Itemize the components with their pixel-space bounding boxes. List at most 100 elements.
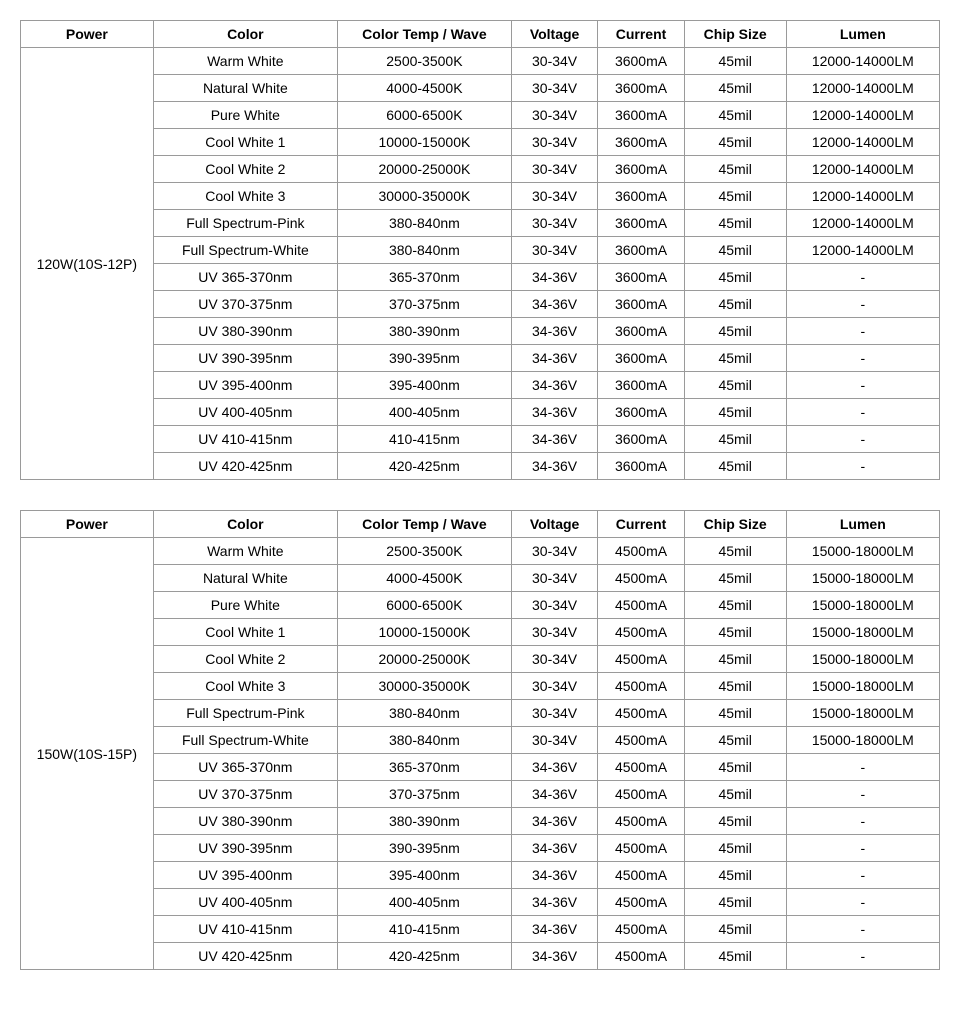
cell-color: Cool White 3	[153, 183, 337, 210]
cell-voltage: 34-36V	[511, 754, 597, 781]
cell-chip: 45mil	[684, 673, 786, 700]
table-row: UV 365-370nm365-370nm34-36V3600mA45mil-	[21, 264, 940, 291]
cell-color: UV 410-415nm	[153, 426, 337, 453]
cell-temp: 370-375nm	[337, 781, 511, 808]
cell-color: UV 390-395nm	[153, 345, 337, 372]
cell-voltage: 30-34V	[511, 75, 597, 102]
cell-current: 3600mA	[598, 183, 684, 210]
cell-color: Full Spectrum-Pink	[153, 700, 337, 727]
cell-color: Natural White	[153, 75, 337, 102]
table-row: UV 365-370nm365-370nm34-36V4500mA45mil-	[21, 754, 940, 781]
cell-voltage: 34-36V	[511, 291, 597, 318]
cell-temp: 410-415nm	[337, 426, 511, 453]
cell-current: 4500mA	[598, 808, 684, 835]
cell-temp: 4000-4500K	[337, 75, 511, 102]
cell-temp: 400-405nm	[337, 889, 511, 916]
cell-voltage: 30-34V	[511, 727, 597, 754]
cell-chip: 45mil	[684, 237, 786, 264]
cell-color: Natural White	[153, 565, 337, 592]
cell-chip: 45mil	[684, 426, 786, 453]
cell-color: UV 365-370nm	[153, 754, 337, 781]
cell-current: 4500mA	[598, 754, 684, 781]
header-color: Color	[153, 21, 337, 48]
cell-voltage: 34-36V	[511, 781, 597, 808]
spec-table-0: PowerColorColor Temp / WaveVoltageCurren…	[20, 20, 940, 480]
cell-current: 3600mA	[598, 372, 684, 399]
cell-temp: 395-400nm	[337, 372, 511, 399]
cell-temp: 380-840nm	[337, 210, 511, 237]
cell-voltage: 34-36V	[511, 399, 597, 426]
cell-temp: 6000-6500K	[337, 102, 511, 129]
cell-chip: 45mil	[684, 156, 786, 183]
cell-color: Warm White	[153, 48, 337, 75]
cell-lumen: 12000-14000LM	[786, 237, 939, 264]
cell-current: 3600mA	[598, 291, 684, 318]
cell-color: UV 395-400nm	[153, 372, 337, 399]
cell-chip: 45mil	[684, 781, 786, 808]
cell-color: UV 370-375nm	[153, 291, 337, 318]
cell-current: 3600mA	[598, 264, 684, 291]
cell-lumen: -	[786, 862, 939, 889]
cell-color: UV 370-375nm	[153, 781, 337, 808]
header-chip: Chip Size	[684, 511, 786, 538]
header-temp: Color Temp / Wave	[337, 511, 511, 538]
cell-current: 4500mA	[598, 727, 684, 754]
cell-temp: 380-840nm	[337, 700, 511, 727]
cell-temp: 390-395nm	[337, 345, 511, 372]
cell-chip: 45mil	[684, 889, 786, 916]
header-chip: Chip Size	[684, 21, 786, 48]
header-color: Color	[153, 511, 337, 538]
cell-lumen: 12000-14000LM	[786, 156, 939, 183]
cell-current: 3600mA	[598, 156, 684, 183]
cell-temp: 6000-6500K	[337, 592, 511, 619]
cell-chip: 45mil	[684, 102, 786, 129]
cell-temp: 30000-35000K	[337, 673, 511, 700]
cell-color: Cool White 2	[153, 156, 337, 183]
cell-chip: 45mil	[684, 754, 786, 781]
table-row: Cool White 220000-25000K30-34V4500mA45mi…	[21, 646, 940, 673]
cell-chip: 45mil	[684, 183, 786, 210]
cell-lumen: 12000-14000LM	[786, 210, 939, 237]
cell-lumen: 15000-18000LM	[786, 727, 939, 754]
cell-chip: 45mil	[684, 565, 786, 592]
cell-color: Cool White 2	[153, 646, 337, 673]
table-row: UV 390-395nm390-395nm34-36V3600mA45mil-	[21, 345, 940, 372]
cell-color: Full Spectrum-Pink	[153, 210, 337, 237]
cell-chip: 45mil	[684, 318, 786, 345]
cell-voltage: 30-34V	[511, 102, 597, 129]
cell-current: 4500mA	[598, 646, 684, 673]
table-header-row: PowerColorColor Temp / WaveVoltageCurren…	[21, 511, 940, 538]
table-row: Full Spectrum-Pink380-840nm30-34V3600mA4…	[21, 210, 940, 237]
cell-chip: 45mil	[684, 808, 786, 835]
cell-lumen: -	[786, 916, 939, 943]
cell-lumen: 12000-14000LM	[786, 48, 939, 75]
cell-current: 3600mA	[598, 210, 684, 237]
cell-lumen: 15000-18000LM	[786, 700, 939, 727]
cell-lumen: -	[786, 889, 939, 916]
cell-color: Full Spectrum-White	[153, 237, 337, 264]
table-row: UV 395-400nm395-400nm34-36V3600mA45mil-	[21, 372, 940, 399]
table-row: Natural White4000-4500K30-34V4500mA45mil…	[21, 565, 940, 592]
cell-color: Pure White	[153, 102, 337, 129]
cell-chip: 45mil	[684, 48, 786, 75]
cell-current: 3600mA	[598, 102, 684, 129]
table-row: Full Spectrum-Pink380-840nm30-34V4500mA4…	[21, 700, 940, 727]
cell-chip: 45mil	[684, 619, 786, 646]
cell-lumen: -	[786, 318, 939, 345]
cell-current: 4500mA	[598, 538, 684, 565]
table-row: Cool White 220000-25000K30-34V3600mA45mi…	[21, 156, 940, 183]
cell-lumen: -	[786, 835, 939, 862]
table-row: 120W(10S-12P)Warm White2500-3500K30-34V3…	[21, 48, 940, 75]
cell-chip: 45mil	[684, 399, 786, 426]
cell-lumen: -	[786, 372, 939, 399]
cell-voltage: 34-36V	[511, 862, 597, 889]
table-row: UV 410-415nm410-415nm34-36V3600mA45mil-	[21, 426, 940, 453]
header-voltage: Voltage	[511, 21, 597, 48]
cell-chip: 45mil	[684, 129, 786, 156]
cell-color: UV 380-390nm	[153, 318, 337, 345]
cell-voltage: 34-36V	[511, 808, 597, 835]
cell-voltage: 30-34V	[511, 592, 597, 619]
table-row: UV 420-425nm420-425nm34-36V3600mA45mil-	[21, 453, 940, 480]
header-voltage: Voltage	[511, 511, 597, 538]
cell-voltage: 30-34V	[511, 700, 597, 727]
